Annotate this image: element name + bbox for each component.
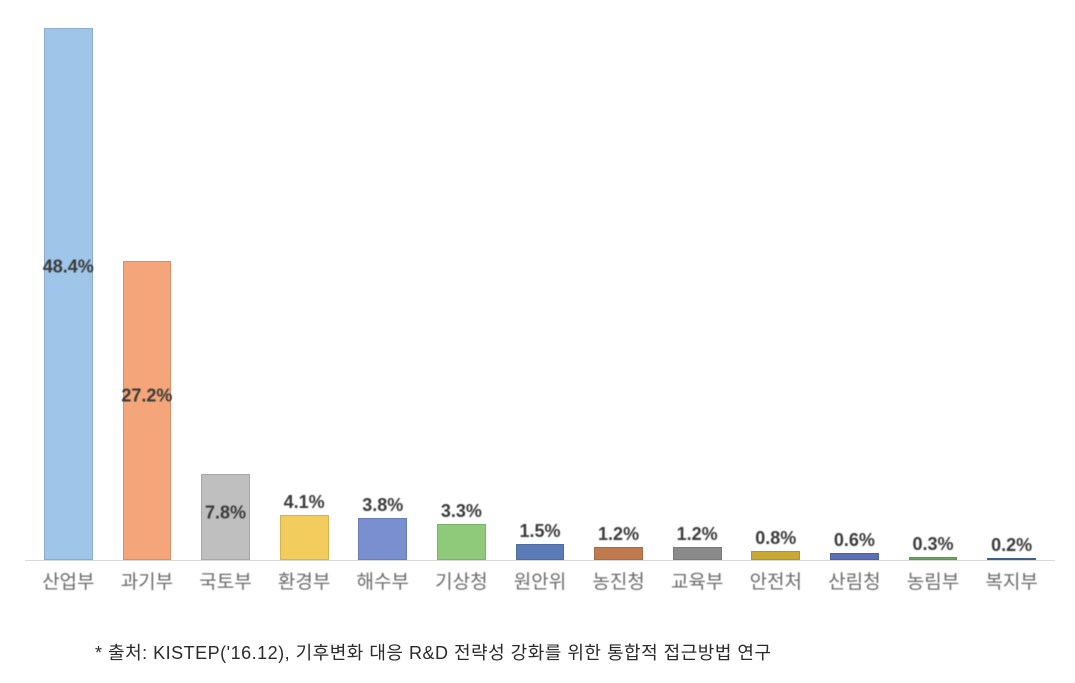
- x-tick-label: 해수부: [343, 567, 422, 594]
- bar-slot: 0.2%: [972, 10, 1051, 560]
- bar: 4.1%: [280, 515, 329, 560]
- x-tick-label: 환경부: [265, 567, 344, 594]
- bar: 1.5%: [516, 544, 565, 561]
- bars-group: 48.4% 27.2% 7.8% 4.1% 3.8% 3.3% 1.5% 1.2% 1.2% 0.…: [25, 10, 1055, 560]
- bar-value-label: 4.1%: [284, 492, 325, 513]
- bar: 0.6%: [830, 553, 879, 560]
- bar-slot: 4.1%: [265, 10, 344, 560]
- x-axis: 산업부과기부국토부환경부해수부기상청원안위농진청교육부안전처산림청농림부복지부: [25, 560, 1055, 594]
- bar-value-label: 1.2%: [677, 524, 718, 545]
- bar-value-label: 0.8%: [755, 528, 796, 549]
- bar-slot: 1.2%: [579, 10, 658, 560]
- bar: 7.8%: [201, 474, 250, 560]
- bar-slot: 0.8%: [736, 10, 815, 560]
- bar-slot: 0.3%: [894, 10, 973, 560]
- bar-value-label: 0.6%: [834, 530, 875, 551]
- x-tick-label: 기상청: [422, 567, 501, 594]
- bar-slot: 0.6%: [815, 10, 894, 560]
- bar-value-label: 27.2%: [121, 385, 172, 406]
- x-tick-label: 국토부: [186, 567, 265, 594]
- bar-value-label: 1.2%: [598, 524, 639, 545]
- bar-slot: 1.2%: [658, 10, 737, 560]
- x-tick-label: 농진청: [579, 567, 658, 594]
- bar: 48.4%: [44, 28, 93, 560]
- bar: 1.2%: [673, 547, 722, 560]
- bar: 0.2%: [987, 558, 1036, 560]
- x-tick-label: 원안위: [501, 567, 580, 594]
- bar-value-label: 7.8%: [205, 502, 246, 523]
- bar-slot: 27.2%: [108, 10, 187, 560]
- bar-slot: 3.8%: [343, 10, 422, 560]
- bar: 0.8%: [751, 551, 800, 560]
- x-tick-label: 복지부: [972, 567, 1051, 594]
- bar-value-label: 48.4%: [43, 257, 94, 278]
- x-tick-label: 산업부: [29, 567, 108, 594]
- bar: 27.2%: [123, 261, 172, 560]
- bar-slot: 7.8%: [186, 10, 265, 560]
- bar: 1.2%: [594, 547, 643, 560]
- bar: 3.3%: [437, 524, 486, 560]
- bar-value-label: 1.5%: [519, 521, 560, 542]
- x-tick-label: 안전처: [736, 567, 815, 594]
- bar-slot: 48.4%: [29, 10, 108, 560]
- bar-value-label: 0.3%: [912, 534, 953, 555]
- chart-container: 48.4% 27.2% 7.8% 4.1% 3.8% 3.3% 1.5% 1.2% 1.2% 0.…: [25, 10, 1055, 600]
- x-tick-label: 과기부: [108, 567, 187, 594]
- bar-value-label: 3.8%: [362, 495, 403, 516]
- bar-slot: 1.5%: [501, 10, 580, 560]
- x-tick-label: 교육부: [658, 567, 737, 594]
- bar-value-label: 0.2%: [991, 535, 1032, 556]
- plot-area: 48.4% 27.2% 7.8% 4.1% 3.8% 3.3% 1.5% 1.2% 1.2% 0.…: [25, 10, 1055, 560]
- bar: 0.3%: [909, 557, 958, 560]
- x-tick-label: 산림청: [815, 567, 894, 594]
- bar-value-label: 3.3%: [441, 501, 482, 522]
- bar-slot: 3.3%: [422, 10, 501, 560]
- source-footnote: * 출처: KISTEP('16.12), 기후변화 대응 R&D 전략성 강화…: [95, 639, 772, 665]
- bar: 3.8%: [358, 518, 407, 560]
- x-tick-label: 농림부: [894, 567, 973, 594]
